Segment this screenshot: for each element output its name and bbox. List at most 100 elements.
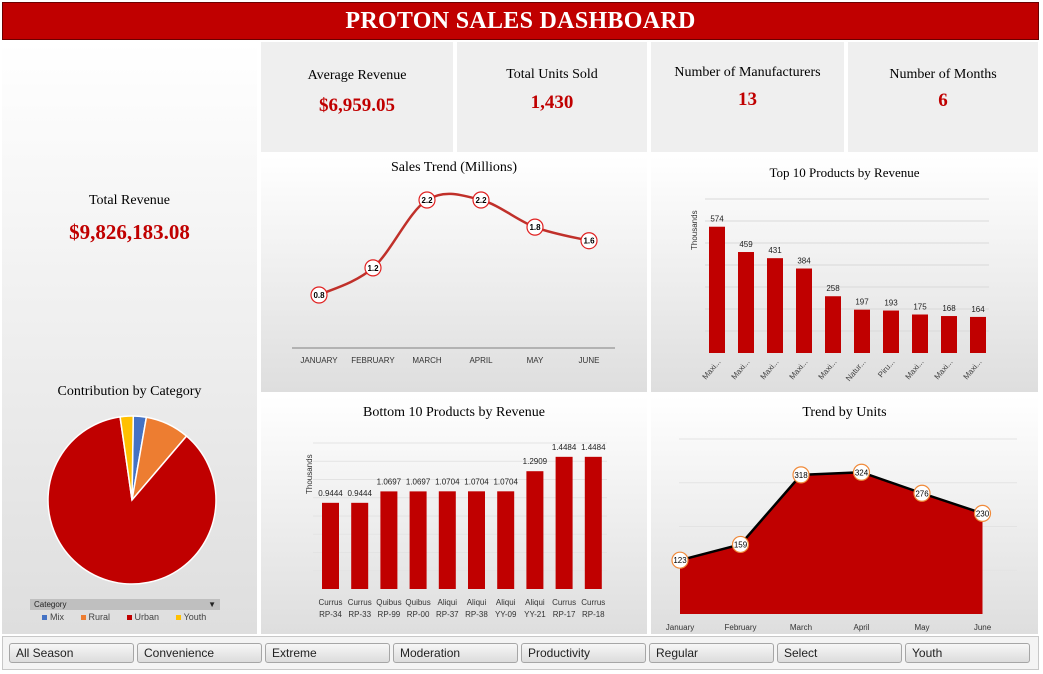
top10-bar (796, 268, 812, 353)
slicer-all-season[interactable]: All Season (9, 643, 134, 663)
bottom10-x-tick: Quibus (376, 598, 401, 607)
bottom10-bar (409, 491, 427, 589)
trend-x-tick: JUNE (579, 356, 600, 365)
trend-x-tick: APRIL (469, 356, 493, 365)
bottom10-x-tick-line2: RP-00 (407, 610, 430, 619)
bottom10-title: Bottom 10 Products by Revenue (363, 405, 545, 420)
slicer-productivity[interactable]: Productivity (521, 643, 646, 663)
trend-point (526, 218, 544, 236)
trend-point (364, 259, 382, 277)
top10-data-label: 175 (913, 303, 927, 312)
bottom10-x-tick: Aliqui (467, 598, 487, 607)
units-point (913, 484, 931, 502)
average-revenue-value: $6,959.05 (319, 95, 395, 116)
trend-data-label: 2.2 (421, 196, 433, 205)
category-filter-label: Category (34, 600, 67, 609)
bottom10-x-tick-line2: RP-17 (553, 610, 576, 619)
total-units-value: 1,430 (530, 92, 574, 113)
bottom10-chart: Thousands 0.9444 Currus RP-34 0.9444 Currus RP… (305, 442, 607, 619)
total-units-label: Total Units Sold (506, 67, 598, 82)
top10-x-tick: Maxi... (961, 358, 983, 382)
slicer-moderation[interactable]: Moderation (393, 643, 518, 663)
category-legend: Mix Rural Urban Youth (42, 612, 242, 622)
bottom10-x-tick-line2: RP-99 (378, 610, 401, 619)
bottom10-data-label: 1.0704 (464, 477, 489, 486)
bottom10-data-label: 1.0704 (493, 477, 518, 486)
bottom10-x-tick: Aliqui (496, 598, 516, 607)
pie-slice (119, 415, 135, 501)
bottom10-x-tick-line2: YY-21 (524, 610, 546, 619)
slicer-convenience[interactable]: Convenience (137, 643, 262, 663)
legend-urban: Urban (126, 612, 159, 622)
units-x-tick: March (790, 623, 812, 632)
top10-bar (912, 314, 928, 353)
bottom10-data-label: 1.2909 (523, 457, 548, 466)
bottom10-x-tick: Currus (552, 598, 576, 607)
top10-x-tick: Maxi... (816, 358, 838, 382)
bottom10-x-tick-line2: YY-09 (495, 610, 517, 619)
top10-data-label: 431 (768, 246, 782, 255)
bottom10-x-tick: Currus (581, 598, 605, 607)
kpi-months: Number of Months 6 (848, 42, 1038, 152)
slicer-extreme[interactable]: Extreme (265, 643, 390, 663)
bottom10-bar (322, 502, 339, 589)
top10-data-label: 384 (797, 257, 811, 266)
season-slicer: All Season Convenience Extreme Moderatio… (2, 636, 1039, 670)
top10-bar (709, 226, 725, 353)
slicer-select[interactable]: Select (777, 643, 902, 663)
top10-x-tick: Maxi... (903, 358, 925, 382)
category-filter[interactable]: Category ▼ (30, 599, 220, 610)
dropdown-arrow-icon[interactable]: ▼ (208, 600, 216, 609)
total-revenue-value: $9,826,183.08 (69, 220, 190, 244)
category-pie-chart (47, 415, 217, 585)
months-label: Number of Months (889, 67, 997, 82)
top10-x-tick: Maxi... (729, 358, 751, 382)
top10-x-tick: Piru... (876, 358, 896, 380)
legend-mix: Mix (42, 612, 64, 622)
bottom10-data-label: 1.4484 (552, 443, 577, 452)
top10-chart: Thousands 574 Maxi... 459 Maxi... 431 Maxi... 3… (690, 198, 989, 383)
units-data-label: 123 (673, 556, 687, 565)
bottom10-x-tick-line2: RP-38 (465, 610, 488, 619)
category-chart-title: Contribution by Category (57, 384, 202, 399)
bottom10-y-axis-label: Thousands (305, 454, 314, 494)
bottom10-data-label: 1.0697 (406, 477, 431, 486)
bottom10-data-label: 1.0697 (377, 477, 402, 486)
pie-slice (47, 415, 217, 585)
top10-x-tick: Maxi... (932, 358, 954, 382)
top10-x-tick: Maxi... (700, 358, 722, 382)
top10-y-axis-label: Thousands (690, 210, 699, 250)
bottom10-panel: Bottom 10 Products by Revenue Thousands 0… (261, 396, 647, 634)
units-point (852, 463, 871, 481)
top10-bar (883, 310, 899, 353)
top10-title: Top 10 Products by Revenue (769, 165, 920, 180)
units-trend-chart: 123 January 159 February 318 March 324 April 276… (666, 438, 1017, 632)
bottom10-x-tick: Quibus (405, 598, 430, 607)
bottom10-x-tick-line2: RP-37 (436, 610, 459, 619)
trend-point (580, 232, 598, 250)
bottom10-x-tick-line2: RP-34 (319, 610, 342, 619)
bottom10-data-label: 0.9444 (347, 489, 372, 498)
slicer-regular[interactable]: Regular (649, 643, 774, 663)
trend-data-label: 1.6 (583, 237, 595, 246)
legend-youth-swatch (175, 615, 181, 620)
bottom10-bar (438, 491, 456, 589)
bottom10-x-tick: Aliqui (525, 598, 545, 607)
units-data-label: 230 (976, 509, 990, 518)
top10-data-label: 197 (855, 298, 869, 307)
bottom10-x-tick-line2: RP-33 (348, 610, 371, 619)
units-x-tick: February (724, 623, 756, 632)
units-point (973, 504, 992, 522)
bottom10-bar (584, 456, 602, 589)
slicer-youth[interactable]: Youth (905, 643, 1030, 663)
units-x-tick: January (666, 623, 694, 632)
sales-trend-title: Sales Trend (Millions) (390, 160, 517, 175)
trend-x-tick: FEBRUARY (351, 356, 395, 365)
sales-trend-line (318, 192, 590, 297)
legend-youth: Youth (175, 612, 206, 622)
bottom10-x-tick-line2: RP-18 (582, 610, 605, 619)
trend-data-label: 0.8 (313, 291, 325, 300)
top10-bar (767, 258, 783, 353)
units-data-label: 318 (794, 471, 808, 480)
units-x-tick: June (974, 623, 992, 632)
